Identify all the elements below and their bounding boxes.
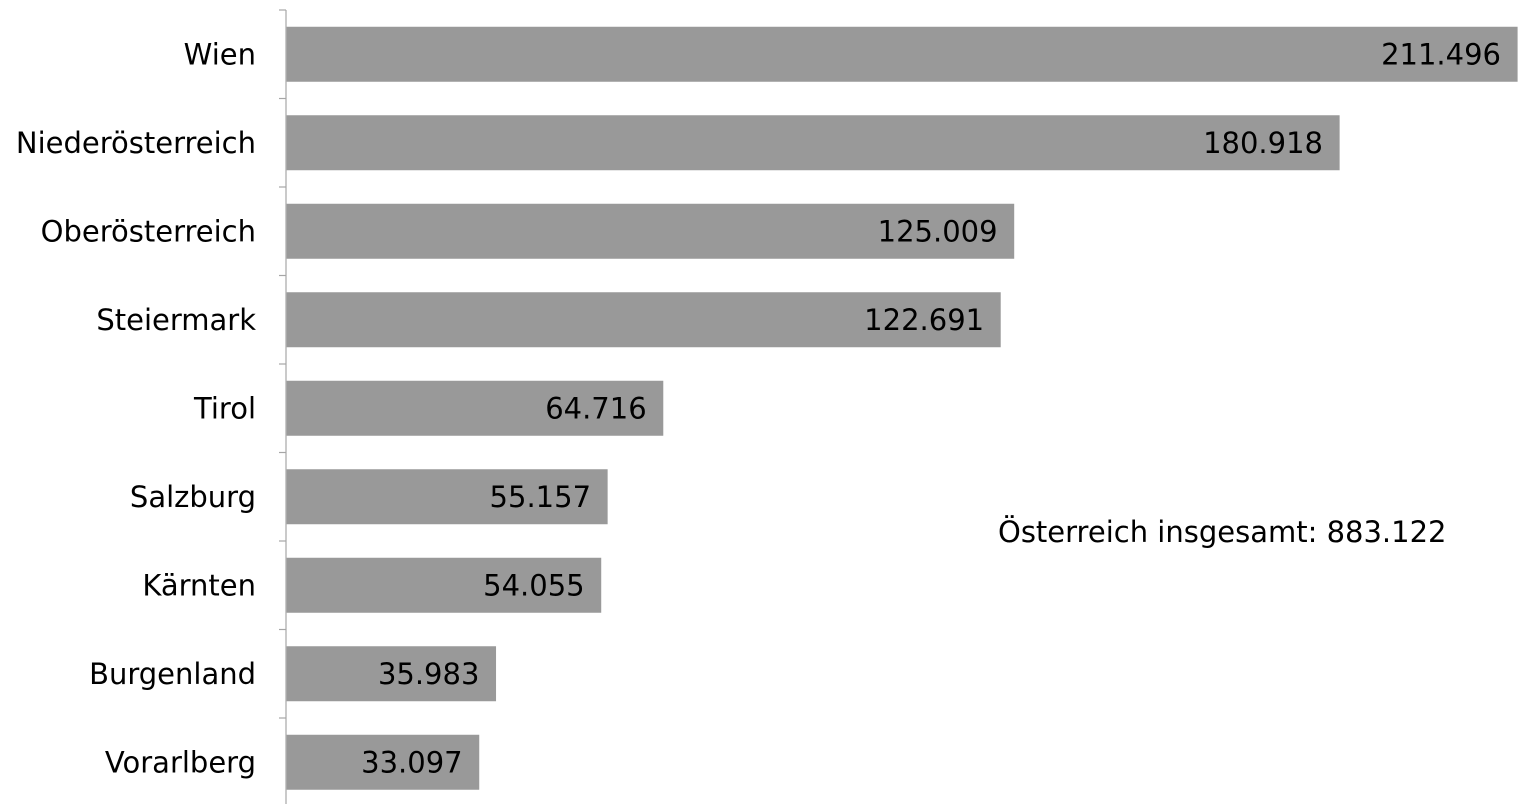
bar — [286, 469, 608, 525]
value-label: 35.983 — [378, 657, 479, 691]
total-annotation: Österreich insgesamt: 883.122 — [998, 515, 1447, 549]
bars-group — [286, 26, 1518, 790]
category-label: Kärnten — [142, 568, 256, 602]
category-label: Salzburg — [130, 480, 256, 514]
value-label: 55.157 — [490, 480, 591, 514]
category-labels: Wien Niederösterreich Oberösterreich Steier… — [16, 37, 256, 779]
value-label: 211.496 — [1381, 37, 1501, 71]
category-label: Burgenland — [89, 657, 256, 691]
category-label: Tirol — [193, 391, 256, 425]
bar — [286, 203, 1015, 259]
value-label: 64.716 — [545, 391, 646, 425]
bar — [286, 734, 480, 790]
category-label: Vorarlberg — [105, 745, 256, 779]
value-label: 54.055 — [483, 568, 584, 602]
category-label: Steiermark — [96, 303, 256, 337]
value-label: 122.691 — [864, 303, 984, 337]
category-label: Niederösterreich — [16, 126, 256, 160]
category-label: Wien — [184, 37, 256, 71]
value-label: 180.918 — [1203, 126, 1323, 160]
bar — [286, 26, 1518, 82]
bar — [286, 557, 602, 613]
bar — [286, 380, 664, 436]
value-label: 125.009 — [878, 214, 998, 248]
y-axis — [279, 9, 287, 804]
category-label: Oberösterreich — [41, 214, 256, 248]
value-label: 33.097 — [361, 745, 462, 779]
value-labels: 211.496 180.918 125.009 122.691 64.716 55.157… — [361, 37, 1501, 779]
bar — [286, 115, 1340, 171]
bar — [286, 292, 1001, 348]
bar — [286, 646, 497, 702]
